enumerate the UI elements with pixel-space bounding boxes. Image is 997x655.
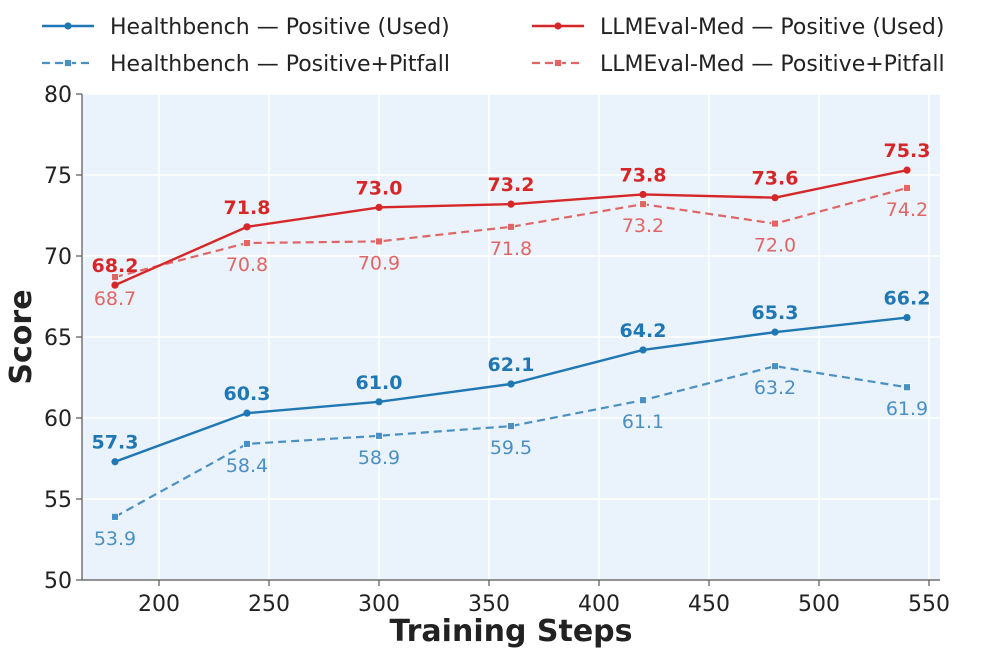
data-point	[375, 431, 383, 440]
y-tick-label: 80	[44, 83, 72, 108]
data-label: 73.2	[488, 174, 535, 196]
data-label: 65.3	[752, 302, 799, 324]
data-label: 73.6	[752, 168, 799, 190]
legend-label: LLMEval-Med — Positive+Pitfall	[600, 52, 945, 77]
data-label: 63.2	[754, 377, 796, 399]
legend-label: Healthbench — Positive+Pitfall	[110, 52, 450, 77]
data-point	[243, 409, 251, 417]
data-label: 68.2	[92, 255, 139, 277]
x-tick-label: 450	[688, 592, 730, 617]
data-point	[243, 440, 251, 448]
data-point	[639, 200, 647, 209]
data-label: 73.0	[356, 177, 403, 199]
data-label: 57.3	[92, 432, 139, 454]
x-tick-label: 200	[138, 592, 180, 617]
legend: Healthbench — Positive (Used) Healthbench…	[42, 15, 945, 77]
y-tick-label: 55	[44, 488, 72, 513]
data-point	[771, 219, 779, 228]
x-tick-label: 300	[358, 592, 400, 617]
y-tick-label: 50	[44, 569, 72, 594]
data-point	[375, 203, 383, 211]
data-point	[243, 223, 251, 231]
data-label: 53.9	[94, 528, 136, 550]
data-point	[903, 166, 911, 174]
x-tick-label: 500	[798, 592, 840, 617]
data-label: 62.1	[488, 354, 535, 376]
data-point	[243, 239, 251, 247]
data-point	[375, 237, 383, 246]
x-tick-label: 550	[908, 592, 950, 617]
legend-marker	[64, 22, 72, 30]
data-point	[639, 190, 647, 199]
data-label: 75.3	[884, 140, 931, 162]
legend-marker	[554, 59, 562, 67]
y-axis-title: Score	[4, 289, 39, 384]
data-label: 61.0	[356, 372, 403, 394]
data-label: 72.0	[754, 235, 796, 257]
legend-entry: LLMEval-Med — Positive+Pitfall	[532, 52, 945, 77]
series-layer	[111, 166, 911, 521]
legend-label: Healthbench — Positive (Used)	[110, 15, 450, 40]
y-tick-label: 75	[44, 164, 72, 189]
data-point	[507, 200, 515, 208]
data-point	[507, 222, 515, 231]
data-label: 58.4	[226, 455, 268, 477]
y-tick-label: 65	[44, 326, 72, 351]
data-point	[639, 346, 647, 354]
data-point	[771, 328, 779, 336]
x-tick-label: 400	[578, 592, 620, 617]
data-point	[375, 398, 383, 406]
x-axis-title: Training Steps	[389, 614, 632, 649]
data-point	[111, 281, 119, 289]
data-point	[507, 422, 515, 431]
data-label: 64.2	[620, 320, 667, 342]
y-tick-label: 70	[44, 245, 72, 270]
data-label: 73.8	[620, 164, 667, 186]
x-tick-label: 350	[468, 592, 510, 617]
y-tick-label: 60	[44, 407, 72, 432]
data-label: 61.9	[886, 398, 928, 420]
data-point	[111, 512, 119, 521]
data-label: 60.3	[224, 383, 271, 405]
data-label: 71.8	[224, 197, 271, 219]
axes: 50 55 60 65 70 75 80 200 250 300 350 400 450 500 550	[44, 83, 950, 617]
data-label: 73.2	[622, 215, 664, 237]
data-point	[903, 184, 911, 192]
grid-lines	[82, 93, 940, 581]
data-label: 61.1	[622, 411, 664, 433]
data-labels: 57.3 60.3 61.0 62.1 64.2 65.3 66.2 53.9 58.4 58.9…	[92, 140, 931, 550]
data-point	[111, 458, 119, 466]
legend-entry: Healthbench — Positive+Pitfall	[42, 52, 450, 77]
legend-label: LLMEval-Med — Positive (Used)	[600, 15, 944, 40]
data-point	[639, 396, 647, 405]
data-label: 74.2	[886, 199, 928, 221]
legend-entry: LLMEval-Med — Positive (Used)	[532, 15, 944, 40]
legend-entry: Healthbench — Positive (Used)	[42, 15, 450, 40]
data-label: 59.5	[490, 437, 532, 459]
data-point	[903, 383, 911, 392]
data-label: 71.8	[490, 238, 532, 260]
data-point	[111, 273, 119, 281]
data-point	[507, 380, 515, 388]
legend-marker	[64, 59, 72, 67]
data-point	[771, 194, 779, 202]
data-label: 70.9	[358, 252, 400, 274]
data-point	[903, 313, 911, 322]
x-tick-label: 250	[248, 592, 290, 617]
legend-marker	[554, 22, 562, 30]
data-label: 70.8	[226, 254, 268, 276]
data-label: 68.7	[94, 288, 136, 310]
data-point	[771, 362, 779, 371]
data-label: 66.2	[884, 288, 931, 310]
data-label: 58.9	[358, 447, 400, 469]
